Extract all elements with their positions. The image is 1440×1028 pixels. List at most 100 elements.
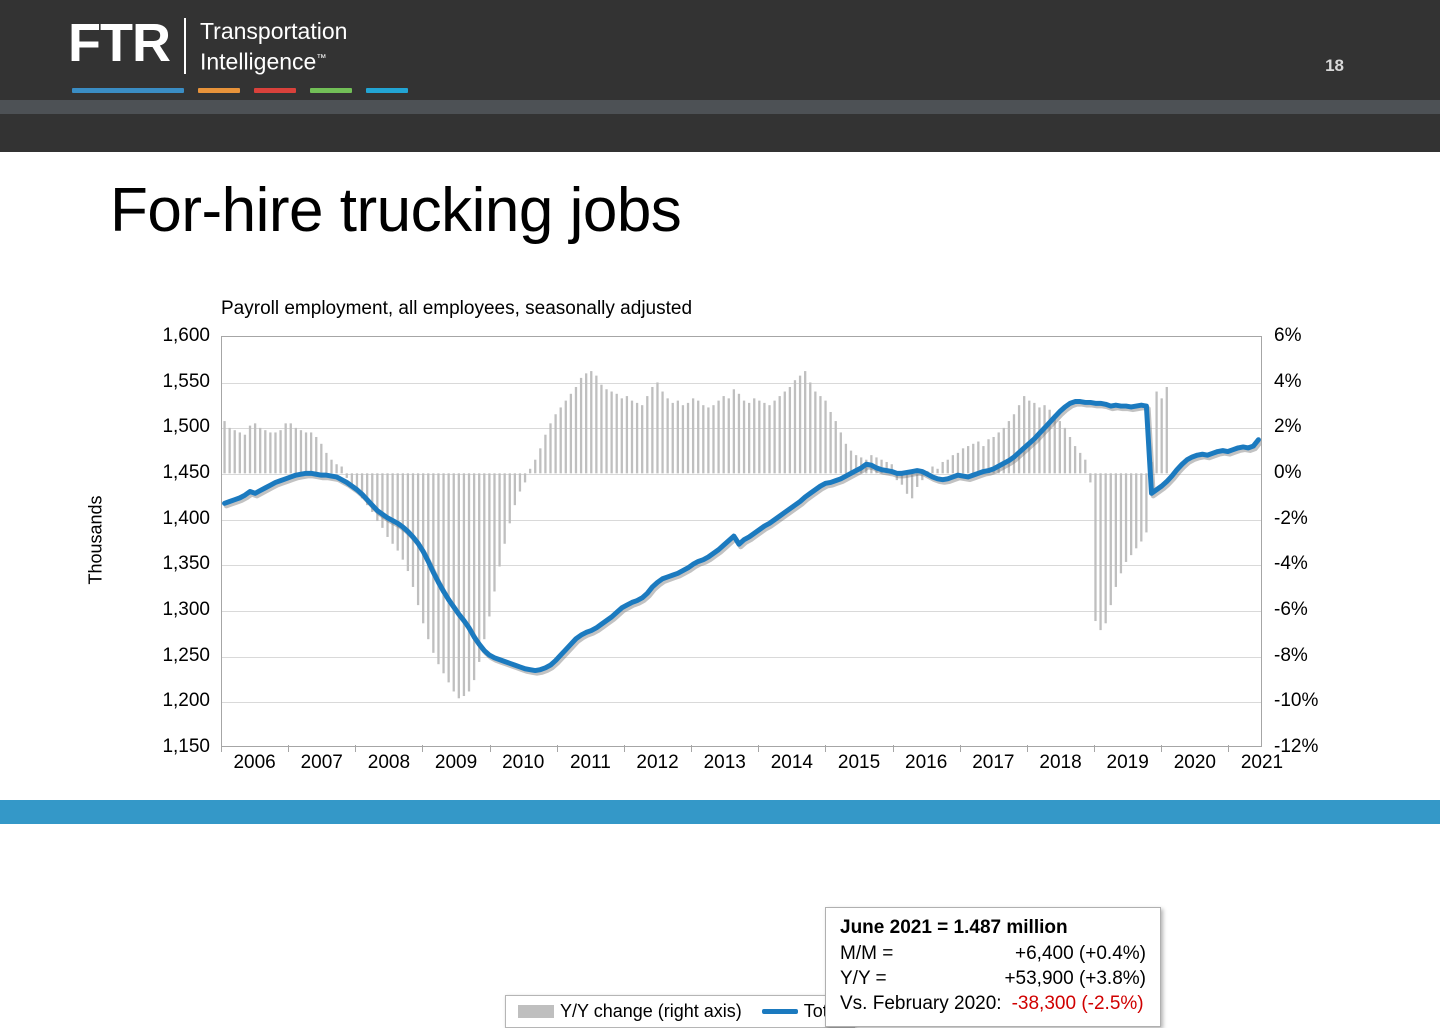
x-axis-tickmark (892, 745, 894, 752)
x-axis-tickmark (221, 745, 222, 752)
yy-change-bar (355, 473, 359, 492)
yy-change-bar (330, 459, 333, 474)
logo-tagline-line1: Transportation (199, 18, 348, 44)
yy-change-bar (610, 391, 613, 474)
y-axis-left-tick: 1,400 (162, 507, 210, 529)
y-axis-left-tick: 1,250 (162, 644, 210, 666)
yy-change-bar (1058, 421, 1061, 474)
yy-change-bar (651, 386, 654, 474)
x-axis-tickmark (623, 745, 625, 752)
yy-change-bar (579, 377, 583, 474)
yy-change-bar (503, 473, 506, 544)
yy-change-bar (534, 459, 537, 474)
y-axis-left-tick: 1,550 (162, 370, 210, 392)
x-axis-tick: 2016 (905, 752, 948, 773)
logo-color-bars (72, 87, 408, 93)
yy-change-bar (1068, 436, 1072, 474)
yy-change-bar (432, 473, 435, 653)
yy-change-bar (966, 446, 970, 474)
yy-change-bar (1012, 414, 1016, 474)
yy-change-bar (462, 473, 466, 697)
y-axis-right-tick: -6% (1274, 599, 1308, 620)
y-axis-right-tick: -10% (1274, 690, 1319, 712)
x-axis-tick: 2013 (703, 752, 746, 773)
yy-change-bar (1140, 473, 1143, 542)
y-axis-right-tick: 6% (1274, 325, 1302, 346)
y-axis-left-tick: 1,350 (162, 553, 210, 575)
gridline (222, 656, 1261, 658)
yy-change-bar (814, 391, 817, 474)
yy-change-bar (895, 473, 898, 481)
yy-change-bar (977, 441, 980, 474)
yy-change-bar (371, 473, 374, 512)
yy-change-bar (223, 421, 226, 474)
y-axis-left-tick: 1,200 (162, 690, 210, 712)
logo-tagline-line2: Intelligence™ (200, 45, 347, 76)
gridline (222, 702, 1261, 704)
x-axis-tickmark (959, 745, 961, 752)
annotation-row: Y/Y = +53,900 (+3.8%) (840, 966, 1146, 991)
y-axis-right-tick: -4% (1274, 553, 1308, 575)
yy-change-bar (1002, 427, 1005, 474)
yy-change-bar (315, 436, 318, 474)
yy-change-bar (442, 473, 445, 674)
yy-change-bar (834, 421, 837, 474)
yy-change-bar (294, 427, 297, 474)
yy-change-bar (605, 389, 608, 474)
yy-change-bar (386, 473, 389, 537)
yy-change-bar (233, 430, 236, 474)
y-axis-left-ticks: 1,600 1,550 1,500 1,450 1,400 1,350 1,300 1,250… (110, 325, 210, 757)
yy-change-bar (793, 380, 797, 474)
yy-change-bar (997, 432, 1000, 474)
yy-change-bar (411, 473, 415, 587)
yy-change-bar (259, 427, 262, 474)
yy-change-bar (829, 411, 832, 474)
x-axis-tickmark (288, 745, 290, 752)
x-axis-tick: 2018 (1039, 752, 1082, 773)
y-axis-right-tick: 0% (1274, 462, 1302, 483)
yy-change-bar (518, 473, 522, 492)
yy-change-bar (961, 448, 965, 474)
yy-change-bar (702, 405, 705, 474)
y-axis-title: Thousands (85, 495, 106, 585)
yy-change-bar (712, 405, 715, 474)
yy-change-bar (1048, 409, 1051, 474)
page-title: For-hire trucking jobs (110, 176, 682, 245)
yy-change-bar (717, 400, 720, 474)
yy-change-bar (1129, 473, 1133, 556)
yy-change-bar (523, 473, 527, 483)
yy-change-bar (880, 459, 883, 474)
yy-change-bar (320, 443, 323, 474)
yy-change-bar (727, 398, 730, 474)
yy-change-bar (1145, 473, 1148, 533)
yy-change-bar (253, 423, 257, 474)
yy-change-bar (350, 473, 354, 485)
yy-change-bar (1043, 405, 1046, 474)
legend-item[interactable]: Y/Y change (right axis) (518, 1001, 742, 1022)
yy-change-bar (666, 398, 669, 474)
yy-change-bar (819, 396, 822, 474)
yy-change-bar (900, 473, 904, 485)
yy-change-bar (396, 473, 399, 551)
logo-color-bar-blue (72, 87, 184, 93)
yy-change-bar (1165, 386, 1168, 474)
yy-change-bar (243, 434, 247, 474)
yy-change-bar (1084, 459, 1087, 474)
yy-change-bar (742, 400, 746, 474)
yy-change-bar (849, 450, 853, 474)
x-axis-tickmark (825, 745, 827, 752)
yy-change-bar (1135, 473, 1138, 549)
yy-change-bar (1109, 473, 1112, 606)
yy-change-bar (951, 455, 955, 474)
yy-change-bar (1114, 473, 1117, 587)
yy-change-bar (345, 473, 348, 478)
logo-divider-rule (183, 18, 186, 74)
yy-change-bar (987, 439, 990, 474)
yy-change-bar (554, 414, 557, 474)
annotation-row-value: +53,900 (+3.8%) (1004, 968, 1146, 989)
yy-change-bar (788, 386, 792, 474)
logo-color-bar-cyan (366, 87, 408, 93)
yy-change-bar (447, 473, 450, 683)
ftr-logo: FTR Transportation Intelligence™ (68, 16, 408, 93)
yy-change-bar (513, 473, 517, 506)
